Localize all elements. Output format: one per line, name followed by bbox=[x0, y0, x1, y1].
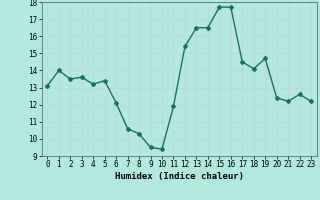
X-axis label: Humidex (Indice chaleur): Humidex (Indice chaleur) bbox=[115, 172, 244, 181]
